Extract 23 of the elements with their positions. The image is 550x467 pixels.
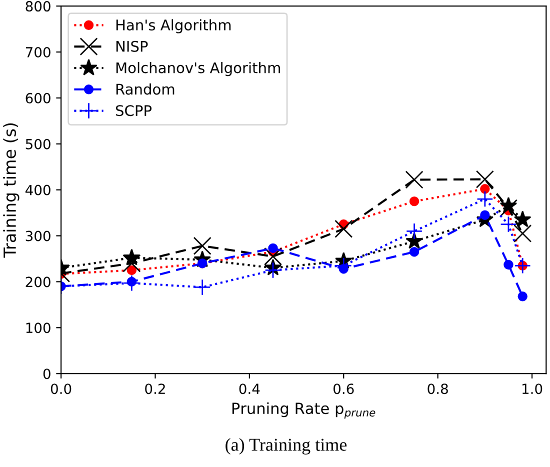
legend-label: NISP xyxy=(116,40,148,52)
y-tick-label: 0 xyxy=(43,368,50,380)
legend-label: Random xyxy=(116,83,174,95)
y-axis-title: Training time (s) xyxy=(3,123,20,258)
x-tick-label: 0.6 xyxy=(334,384,354,394)
legend-label: Han's Algorithm xyxy=(116,19,231,34)
y-tick-label: 600 xyxy=(26,92,50,104)
y-tick-label: 800 xyxy=(26,1,50,12)
y-tick-label: 300 xyxy=(26,230,50,242)
y-tick-label: 700 xyxy=(26,46,50,58)
y-tick-label: 500 xyxy=(26,138,50,150)
text: (a) Training time xyxy=(226,438,347,455)
legend-label: Molchanov's Algorithm xyxy=(116,62,280,76)
y-tick-label: 200 xyxy=(26,276,50,288)
x-tick-label: 1.0 xyxy=(522,384,542,394)
x-tick-label: 0.0 xyxy=(50,384,72,394)
x-tick-label: 0.8 xyxy=(428,384,448,394)
y-tick-label: 400 xyxy=(25,184,50,196)
x-tick-label: 0.4 xyxy=(239,384,260,394)
legend-label: SCPP xyxy=(116,105,152,116)
x-tick-label: 0.2 xyxy=(145,384,165,394)
y-tick-label: 100 xyxy=(26,322,50,334)
x-axis-title: Pruning Rate p$_{prune}$ xyxy=(232,402,376,419)
